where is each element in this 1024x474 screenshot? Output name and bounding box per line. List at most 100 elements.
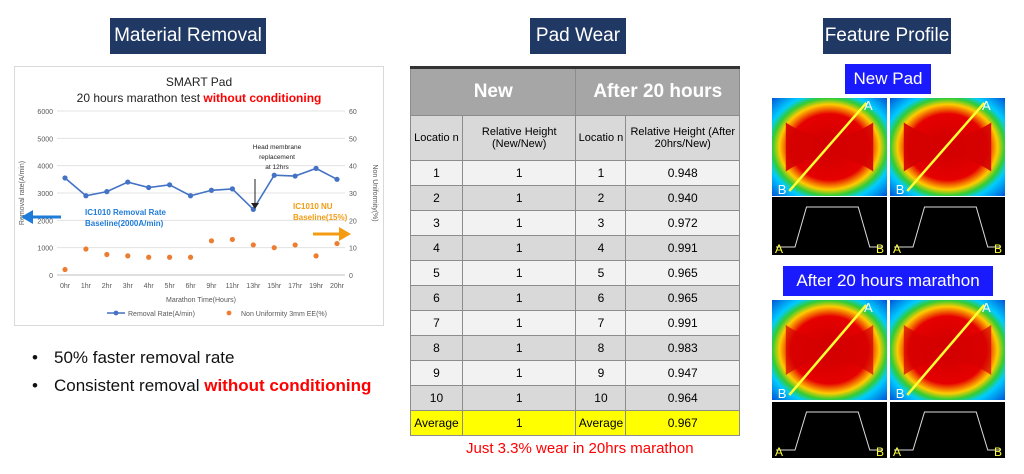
removal-rate-line [64,167,338,211]
table-cell: Average [410,410,463,436]
non-uniformity-point [83,246,89,252]
table-cell: 3 [575,210,627,236]
svg-text:A: A [982,98,991,113]
svg-text:A: A [864,300,873,315]
bullet-text-1: 50% faster removal rate [54,348,235,367]
group-new: New [409,66,577,116]
table-row: 9 1 9 0.947 [410,360,740,386]
table-row: 5 1 5 0.965 [410,260,740,286]
legend-label-removal: Removal Rate(A/min) [128,311,195,318]
svg-text:A: A [893,445,901,458]
bullet-text-2: Consistent removal [54,376,205,395]
table-cell: 3 [410,210,463,236]
non-uniformity-point [125,253,131,259]
table-cell: 1 [461,335,577,361]
table-row: 2 1 2 0.940 [410,185,740,211]
col-relative-new: Relative Height (New/New) [461,115,577,161]
removal-rate-point [125,179,131,185]
y-left-tick-label: 1000 [37,246,53,253]
table-cell: 0.991 [625,235,740,261]
table-cell: 7 [575,310,627,336]
y-right-tick-label: 50 [349,136,357,143]
non-uniformity-point [167,254,173,260]
table-row: 8 1 8 0.983 [410,335,740,361]
table-cell: 0.965 [625,285,740,311]
table-cell: 0.964 [625,385,740,411]
non-uniformity-point [62,266,68,273]
col-relative-after: Relative Height (After 20hrs/New) [625,115,740,161]
table-cell: 6 [575,285,627,311]
new-pad-heatmap-right: AB [890,98,1005,196]
svg-text:A: A [775,445,783,458]
removal-rate-point [167,182,173,188]
legend-label-nu: Non Uniformity 3mm EE(%) [241,311,327,318]
table-cell: 5 [575,260,627,286]
table-cell: 1 [575,160,627,186]
table-cell: 1 [461,310,577,336]
table-row: 4 1 4 0.991 [410,235,740,261]
y-left-tick-label: 4000 [37,164,53,171]
col-location-after: Locatio n [575,115,627,161]
rr-baseline-arrow-head [21,210,33,224]
removal-rate-point [62,175,68,181]
x-tick-label: 1hr [81,283,92,290]
y-left-tick-label: 6000 [37,109,53,116]
table-cell: 8 [575,335,627,361]
table-cell: 2 [410,185,463,211]
y-left-axis-label: Removal rate(A/min) [19,161,26,225]
y-left-tick-label: 2000 [37,218,53,225]
table-cell: 1 [461,260,577,286]
removal-rate-point [292,173,298,179]
svg-text:B: B [778,386,787,400]
table-cell: 1 [461,235,577,261]
table-cell: 1 [461,185,577,211]
table-cell: 0.947 [625,360,740,386]
svg-text:B: B [778,182,787,196]
non-uniformity-point [146,254,152,260]
annotation-nu-baseline: Baseline(15%) [293,213,348,222]
svg-text:B: B [896,386,905,400]
svg-text:B: B [876,445,884,458]
new-pad-heatmap-left: AB [772,98,887,196]
after-heatmap-left: AB [772,300,887,400]
table-cell: 9 [575,360,627,386]
annotation-arrow-head [251,203,259,209]
bullet-consistent-removal: Consistent removal without conditioning [30,372,371,400]
x-tick-label: 3hr [123,283,134,290]
y-left-tick-label: 0 [49,273,53,280]
chart-title-line2: 20 hours marathon test without condition… [15,91,383,105]
non-uniformity-point [187,254,194,260]
bullet-list: 50% faster removal rate Consistent remov… [30,344,371,400]
legend-marker-nu [226,310,232,316]
x-tick-label: 5hr [165,283,176,290]
legend-marker-removal [113,310,119,316]
table-cell: 10 [575,385,627,411]
feature-profile-header: Feature Profile [823,18,951,54]
y-right-tick-label: 0 [349,273,353,280]
table-cell: 1 [461,160,577,186]
x-axis-label: Marathon Time(Hours) [166,297,236,304]
table-cell: 1 [461,385,577,411]
bullet-highlight: without conditioning [204,376,372,395]
table-row: 10 1 10 0.964 [410,385,740,411]
annotation-head-membrane: Head membrane [253,144,302,151]
removal-rate-point [83,193,89,199]
table-cell: 0.967 [625,410,740,436]
x-tick-label: 0hr [60,283,71,290]
x-tick-label: 4hr [144,283,155,290]
x-tick-label: 2hr [102,283,113,290]
table-cell: 1 [410,160,463,186]
table-cell: 1 [461,210,577,236]
table-row: 7 1 7 0.991 [410,310,740,336]
wear-note: Just 3.3% wear in 20hrs marathon [466,440,694,457]
removal-chart-frame: SMART Pad 20 hours marathon test without… [14,66,384,326]
after-heatmap-right: AB [890,300,1005,400]
average-row: Average 1 Average 0.967 [410,410,740,436]
table-cell: 1 [461,360,577,386]
annotation-rr-baseline: Baseline(2000A/min) [85,219,164,228]
svg-text:A: A [893,242,901,255]
svg-text:A: A [775,242,783,255]
removal-rate-point [313,165,319,171]
nu-baseline-arrow-head [339,227,351,241]
